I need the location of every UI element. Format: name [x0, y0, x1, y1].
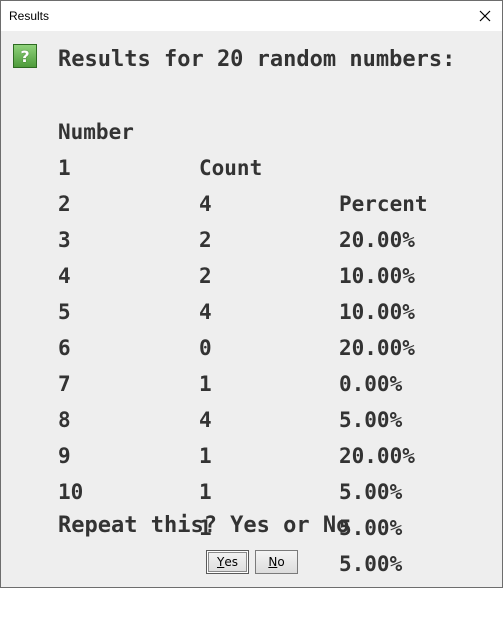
table-row: 8 1 5.00%	[58, 366, 402, 504]
cell-number: 9	[58, 444, 71, 468]
cell-percent: 5.00%	[339, 480, 403, 504]
question-icon: ?	[13, 44, 37, 68]
table-row: 3 2 10.00%	[58, 186, 415, 324]
table-row: 6 1 5.00%	[58, 294, 402, 432]
cell-number: 10	[58, 480, 84, 504]
question-glyph: ?	[20, 46, 30, 66]
table-row: 1 4 20.00%	[58, 114, 415, 252]
repeat-prompt: Repeat this? Yes or No	[58, 513, 350, 538]
cell-count: 1	[199, 480, 212, 504]
results-table: Number Count Percent 1 4 20.00% 2 2 10.0…	[58, 78, 428, 576]
window-title: Results	[9, 9, 50, 23]
cell-number: 2	[58, 192, 71, 216]
cell-percent: 20.00%	[339, 444, 415, 468]
cell-count: 2	[199, 228, 212, 252]
table-row: 7 4 20.00%	[58, 330, 415, 468]
close-icon	[479, 10, 491, 22]
cell-count: 0	[199, 336, 212, 360]
cell-number: 5	[58, 300, 71, 324]
results-heading: Results for 20 random numbers:	[58, 47, 456, 72]
table-row: 2 2 10.00%	[58, 150, 415, 288]
cell-number: 1	[58, 156, 71, 180]
no-mnemonic: N	[268, 555, 278, 569]
cell-number: 7	[58, 372, 71, 396]
table-row: 5 0 0.00%	[58, 258, 402, 396]
close-button[interactable]	[468, 1, 502, 31]
cell-count: 1	[199, 444, 212, 468]
cell-percent: 20.00%	[339, 228, 415, 252]
cell-count: 1	[199, 372, 212, 396]
cell-percent: 20.00%	[339, 336, 415, 360]
cell-count: 1	[199, 516, 212, 540]
cell-percent: 5.00%	[339, 516, 403, 540]
table-row: 9 1 5.00%	[58, 402, 402, 540]
table-row: 4 4 20.00%	[58, 222, 415, 360]
cell-number: 4	[58, 264, 71, 288]
yes-label: es	[224, 555, 238, 569]
table-row: 10 1 5.00%	[58, 438, 402, 576]
title-bar[interactable]: Results	[1, 1, 502, 31]
no-label: o	[277, 555, 285, 569]
cell-number: 8	[58, 408, 71, 432]
cell-percent: 5.00%	[339, 552, 403, 576]
column-header-number: Number	[58, 120, 134, 144]
cell-number: 6	[58, 336, 71, 360]
results-dialog: Results ? Results for 20 random numbers:…	[0, 0, 503, 588]
cell-percent: 5.00%	[339, 408, 403, 432]
cell-percent: 10.00%	[339, 300, 415, 324]
column-header-count: Count	[199, 156, 263, 180]
cell-count: 4	[199, 192, 212, 216]
yes-mnemonic: Y	[217, 555, 225, 569]
cell-count: 4	[199, 408, 212, 432]
cell-count: 2	[199, 264, 212, 288]
column-header-percent: Percent	[339, 192, 428, 216]
table-header: Number Count Percent	[58, 78, 428, 216]
cell-number: 3	[58, 228, 71, 252]
cell-percent: 0.00%	[339, 372, 403, 396]
cell-count: 4	[199, 300, 212, 324]
cell-percent: 10.00%	[339, 264, 415, 288]
